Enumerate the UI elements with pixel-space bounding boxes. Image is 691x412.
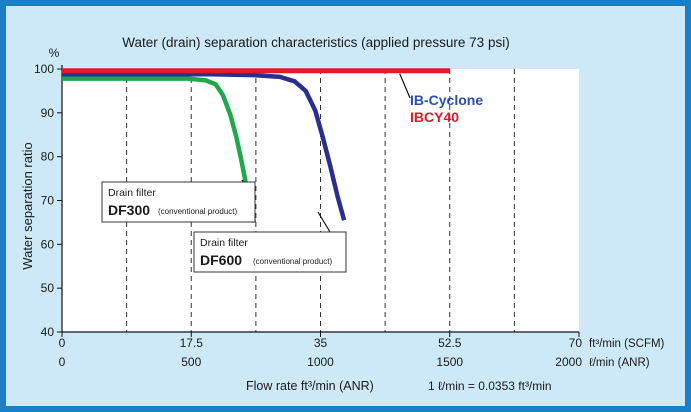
df600-callout-note: (conventional product) (253, 257, 332, 266)
grid (126, 69, 515, 332)
series-line-ib-cyclone (62, 72, 347, 221)
x-tick-label-lmin: 0 (59, 355, 66, 369)
y-tick-label: 60 (41, 237, 55, 251)
y-tick-label: 80 (41, 150, 55, 164)
x-tick-label-scfm: 35 (314, 336, 328, 350)
x-axis: 0 0 17.5 500 35 1000 52.5 1500 70 2000 (59, 331, 583, 369)
df600-callout-box (193, 231, 347, 273)
x-tick-label-lmin: 1500 (436, 355, 463, 369)
df300-callout-note: (conventional product) (158, 207, 237, 216)
df300-callout-name: DF300 (108, 202, 150, 218)
y-tick-label: 90 (41, 106, 55, 120)
x-unit-lmin: ℓ/min (ANR) (589, 357, 650, 369)
df600-callout-line1: Drain filter (200, 237, 248, 249)
x-tick-label-lmin: 1000 (307, 355, 334, 369)
x-tick-label-lmin: 2000 (555, 355, 582, 369)
x-tick-label-scfm: 17.5 (180, 336, 204, 350)
df600-callout-name: DF600 (200, 252, 242, 268)
y-tick-label: 50 (41, 281, 55, 295)
x-tick-label-scfm: 70 (569, 336, 583, 350)
y-unit-label: % (49, 46, 60, 60)
conversion-note: 1 ℓ/min = 0.0353 ft³/min (428, 379, 552, 393)
x-tick-label-scfm: 52.5 (438, 336, 462, 350)
chart-panel: Water (drain) separation characteristics… (6, 6, 685, 406)
df300-callout-box (101, 181, 256, 223)
legend-ibcy40: IBCY40 (410, 109, 459, 125)
df300-callout-line1: Drain filter (108, 187, 156, 199)
y-tick-label: 100 (34, 62, 54, 76)
x-unit-scfm: ft³/min (SCFM) (589, 338, 665, 350)
df600-leader (317, 211, 331, 233)
y-axis-label: Water separation ratio (20, 142, 35, 269)
y-tick-label: 70 (41, 194, 55, 208)
x-axis-label: Flow rate ft³/min (ANR) (246, 379, 374, 393)
y-axis: 40 50 60 70 80 90 100 (34, 62, 63, 339)
x-tick-label-lmin: 500 (181, 355, 201, 369)
legend-ib-cyclone: IB-Cyclone (410, 92, 483, 108)
chart-title: Water (drain) separation characteristics… (122, 35, 509, 50)
y-tick-label: 40 (41, 325, 55, 339)
x-tick-label-scfm: 0 (59, 336, 66, 350)
chart-svg: Water (drain) separation characteristics… (20, 35, 665, 393)
legend-leader (399, 73, 411, 99)
